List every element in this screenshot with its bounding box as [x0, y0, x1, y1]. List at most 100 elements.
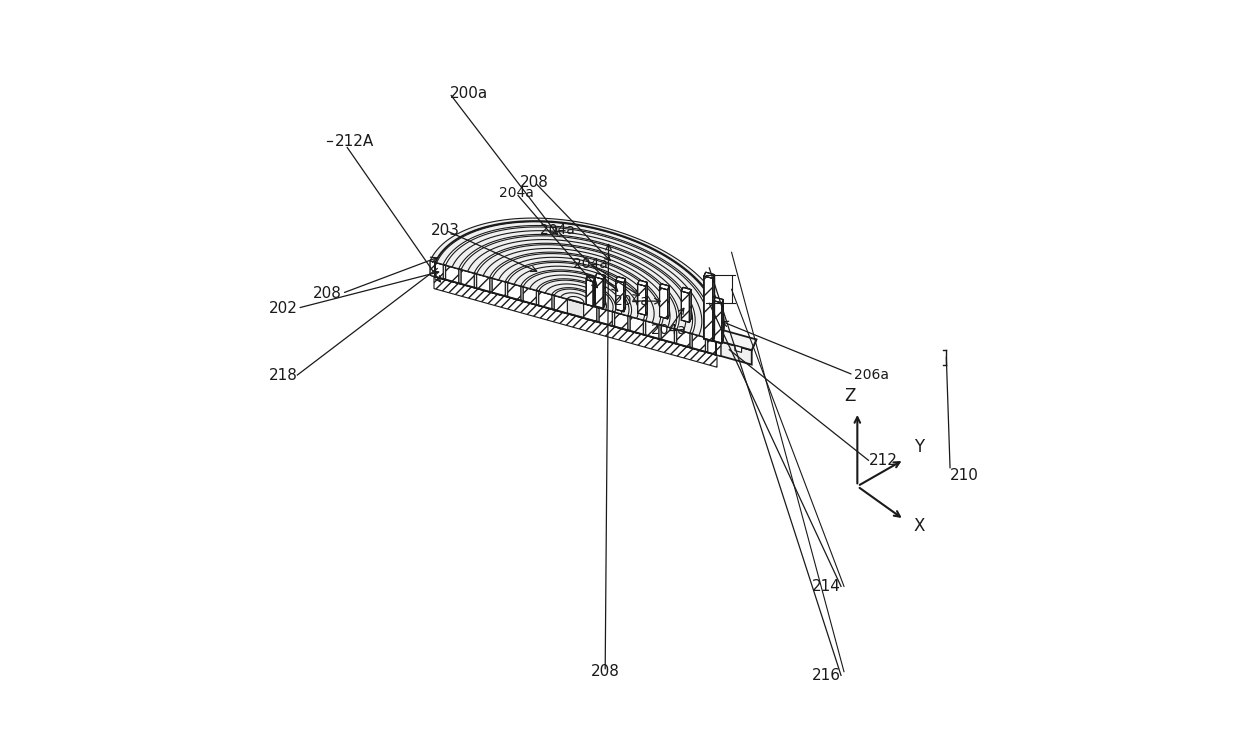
- Polygon shape: [461, 236, 693, 333]
- Polygon shape: [646, 283, 647, 315]
- Polygon shape: [604, 275, 605, 308]
- Polygon shape: [722, 300, 723, 344]
- Polygon shape: [476, 244, 677, 328]
- Polygon shape: [714, 297, 723, 303]
- Polygon shape: [587, 278, 594, 306]
- Polygon shape: [434, 235, 720, 355]
- Polygon shape: [708, 338, 720, 356]
- Polygon shape: [704, 273, 714, 279]
- Text: 202: 202: [269, 301, 298, 316]
- Polygon shape: [492, 278, 505, 296]
- Polygon shape: [595, 273, 605, 279]
- Polygon shape: [587, 280, 593, 306]
- Polygon shape: [445, 266, 459, 284]
- Polygon shape: [435, 262, 715, 355]
- Text: 218: 218: [269, 368, 298, 382]
- Polygon shape: [715, 329, 756, 350]
- Polygon shape: [554, 296, 568, 314]
- Polygon shape: [523, 286, 536, 304]
- Text: Y: Y: [914, 438, 924, 456]
- Polygon shape: [445, 242, 708, 352]
- Polygon shape: [596, 273, 605, 304]
- Polygon shape: [692, 334, 706, 352]
- Text: 208: 208: [590, 664, 620, 680]
- Polygon shape: [430, 261, 443, 279]
- Polygon shape: [713, 275, 714, 341]
- Polygon shape: [538, 295, 613, 326]
- Polygon shape: [706, 272, 714, 337]
- Polygon shape: [436, 236, 718, 354]
- Polygon shape: [538, 280, 613, 311]
- Polygon shape: [618, 277, 625, 308]
- Polygon shape: [523, 286, 629, 330]
- Polygon shape: [584, 304, 596, 322]
- Polygon shape: [615, 312, 627, 330]
- Polygon shape: [476, 260, 677, 343]
- Polygon shape: [660, 287, 667, 319]
- Polygon shape: [616, 277, 625, 283]
- Polygon shape: [461, 269, 474, 287]
- Polygon shape: [683, 287, 691, 319]
- Polygon shape: [584, 304, 596, 322]
- Text: 204a: 204a: [614, 294, 649, 307]
- Polygon shape: [630, 316, 644, 334]
- Polygon shape: [667, 286, 670, 319]
- Polygon shape: [618, 277, 625, 308]
- Polygon shape: [554, 296, 568, 314]
- Polygon shape: [615, 312, 627, 330]
- Polygon shape: [715, 298, 723, 340]
- Polygon shape: [682, 291, 689, 322]
- Polygon shape: [692, 334, 706, 352]
- Polygon shape: [677, 329, 689, 347]
- Polygon shape: [554, 289, 598, 307]
- Text: 203: 203: [432, 223, 460, 238]
- Polygon shape: [682, 287, 691, 293]
- Polygon shape: [587, 275, 595, 280]
- Polygon shape: [689, 290, 691, 322]
- Text: 204a: 204a: [539, 224, 574, 237]
- Polygon shape: [715, 340, 751, 364]
- Polygon shape: [640, 280, 647, 311]
- Text: 212A: 212A: [335, 134, 373, 148]
- Polygon shape: [430, 232, 724, 356]
- Polygon shape: [604, 275, 605, 308]
- Polygon shape: [476, 274, 490, 292]
- Polygon shape: [476, 274, 490, 292]
- Polygon shape: [630, 316, 644, 334]
- Polygon shape: [722, 299, 723, 343]
- Polygon shape: [507, 283, 521, 301]
- Polygon shape: [435, 221, 719, 340]
- Polygon shape: [445, 266, 459, 284]
- Polygon shape: [434, 276, 717, 368]
- Polygon shape: [661, 284, 670, 315]
- Polygon shape: [677, 329, 689, 347]
- Polygon shape: [646, 283, 647, 315]
- Polygon shape: [624, 279, 625, 311]
- Polygon shape: [507, 277, 645, 334]
- Polygon shape: [682, 287, 691, 293]
- Polygon shape: [492, 278, 505, 296]
- Polygon shape: [593, 278, 595, 306]
- Polygon shape: [637, 284, 646, 315]
- Polygon shape: [660, 284, 670, 290]
- Polygon shape: [523, 272, 629, 316]
- Text: X: X: [913, 517, 925, 535]
- Polygon shape: [588, 277, 595, 303]
- Polygon shape: [624, 279, 625, 311]
- Text: 208: 208: [312, 286, 342, 301]
- Polygon shape: [715, 297, 723, 340]
- Polygon shape: [599, 308, 613, 326]
- Polygon shape: [646, 321, 658, 339]
- Text: 214: 214: [812, 579, 841, 594]
- Polygon shape: [430, 261, 443, 279]
- Polygon shape: [667, 286, 670, 319]
- Polygon shape: [660, 284, 670, 290]
- Polygon shape: [461, 251, 693, 347]
- Polygon shape: [704, 276, 713, 340]
- Polygon shape: [616, 277, 625, 283]
- Polygon shape: [554, 304, 598, 322]
- Polygon shape: [704, 272, 714, 278]
- Polygon shape: [461, 269, 474, 287]
- Polygon shape: [507, 262, 645, 320]
- Text: 208: 208: [521, 175, 549, 190]
